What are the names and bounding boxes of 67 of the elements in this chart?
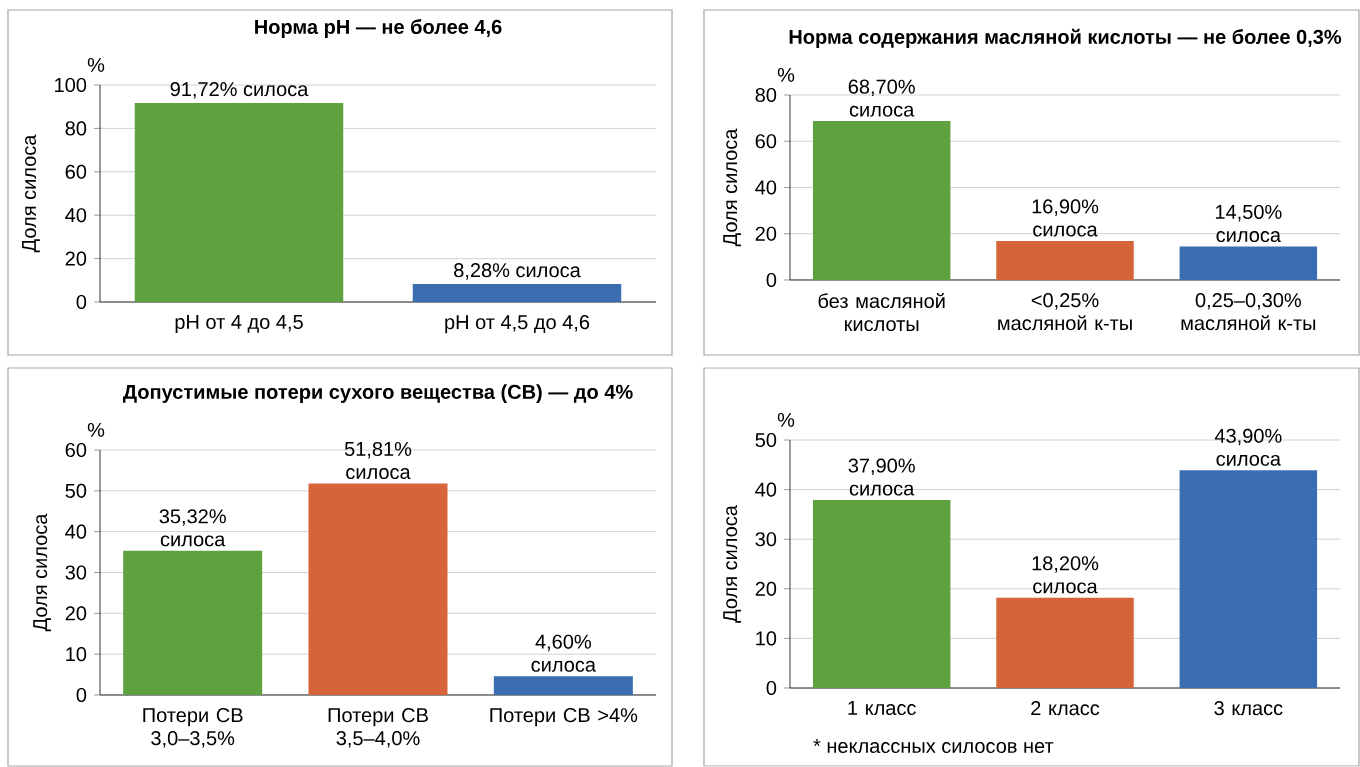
y-tick-label: 50	[755, 432, 777, 448]
bar	[1179, 246, 1318, 280]
y-tick-label: 60	[755, 134, 777, 149]
bar	[996, 240, 1134, 280]
y-tick-label: 0	[76, 294, 87, 310]
y-tick-label: 80	[65, 121, 87, 136]
y-tick-label: 40	[755, 482, 777, 497]
data-label: 43,90% силоса	[1214, 428, 1282, 466]
y-tick-label: 50	[65, 483, 87, 498]
data-label: 16,90% силоса	[1032, 199, 1099, 237]
chart-title: Допустимые потери сухого вещества (СВ) — до 4%	[123, 384, 633, 403]
bar	[812, 121, 951, 280]
y-tick-label: 10	[66, 647, 87, 662]
y-tick-label: 30	[65, 565, 87, 580]
x-tick-label: 0,25–0,30% масляной к-ты	[1181, 293, 1316, 331]
y-tick-label: 100	[55, 77, 87, 93]
x-tick-label: <0,25% масляной к-ты	[998, 293, 1132, 331]
y-tick-label: 20	[65, 251, 87, 266]
y-tick-label: 80	[755, 87, 777, 103]
y-axis-title: Доля силоса	[22, 134, 40, 253]
x-tick-label: pH от 4,5 до 4,6	[445, 315, 590, 334]
text: %	[87, 57, 105, 72]
y-tick-label: 20	[755, 581, 777, 596]
bar	[812, 500, 951, 688]
y-tick-label: 40	[65, 524, 87, 539]
bar	[996, 597, 1134, 688]
y-tick-label: 30	[755, 532, 777, 547]
y-tick-label: 20	[755, 226, 777, 241]
y-tick-label: 40	[65, 208, 87, 223]
y-tick-label: 0	[766, 272, 777, 288]
bar	[1179, 470, 1318, 688]
data-label: 51,81% силоса	[344, 441, 412, 480]
data-label: 14,50% силоса	[1215, 204, 1282, 243]
y-tick-label: 0	[766, 680, 777, 696]
bar	[123, 550, 263, 695]
x-tick-label: Потери СВ 3,5–4,0%	[328, 708, 428, 748]
y-tick-label: 60	[65, 164, 87, 179]
y-axis-title: Доля силоса	[33, 513, 51, 632]
data-label: 8,28% силоса	[454, 263, 581, 280]
x-tick-label: 3 класс	[1214, 701, 1283, 716]
x-tick-label: pH от 4 до 4,5	[175, 315, 303, 333]
chart-title: Норма pH — не более 4,6	[255, 19, 502, 38]
y-tick-label: 40	[755, 180, 777, 195]
data-label: 91,72% силоса	[170, 82, 309, 99]
x-tick-label: 1 класс	[848, 701, 916, 716]
data-label: 18,20% силоса	[1032, 556, 1099, 594]
chart-title: Норма содержания масляной кислоты — не более 0,3%	[789, 28, 1342, 48]
text: %	[87, 422, 105, 437]
bar	[308, 483, 448, 695]
y-tick-label: 20	[65, 606, 87, 621]
data-label: 37,90% силоса	[848, 458, 915, 496]
y-tick-label: 10	[756, 631, 777, 646]
y-axis-title: Доля силоса	[723, 505, 741, 623]
y-tick-label: 60	[65, 442, 87, 458]
data-label: 4,60% силоса	[531, 634, 596, 672]
bar	[493, 676, 633, 695]
x-tick-label: без масляной кислоты	[818, 293, 945, 332]
y-tick-label: 0	[76, 687, 87, 703]
text: %	[777, 412, 795, 427]
text: %	[777, 67, 795, 82]
x-tick-label: 2 класс	[1031, 701, 1100, 716]
data-label: 35,32% силоса	[159, 509, 226, 547]
data-label: 68,70% силоса	[848, 79, 915, 117]
x-tick-label: Потери СВ 3,0–3,5%	[143, 708, 243, 748]
y-axis-title: Доля силоса	[723, 128, 741, 247]
text: * неклассных силосов нет	[813, 739, 1054, 754]
x-tick-label: Потери СВ >4%	[490, 708, 638, 727]
